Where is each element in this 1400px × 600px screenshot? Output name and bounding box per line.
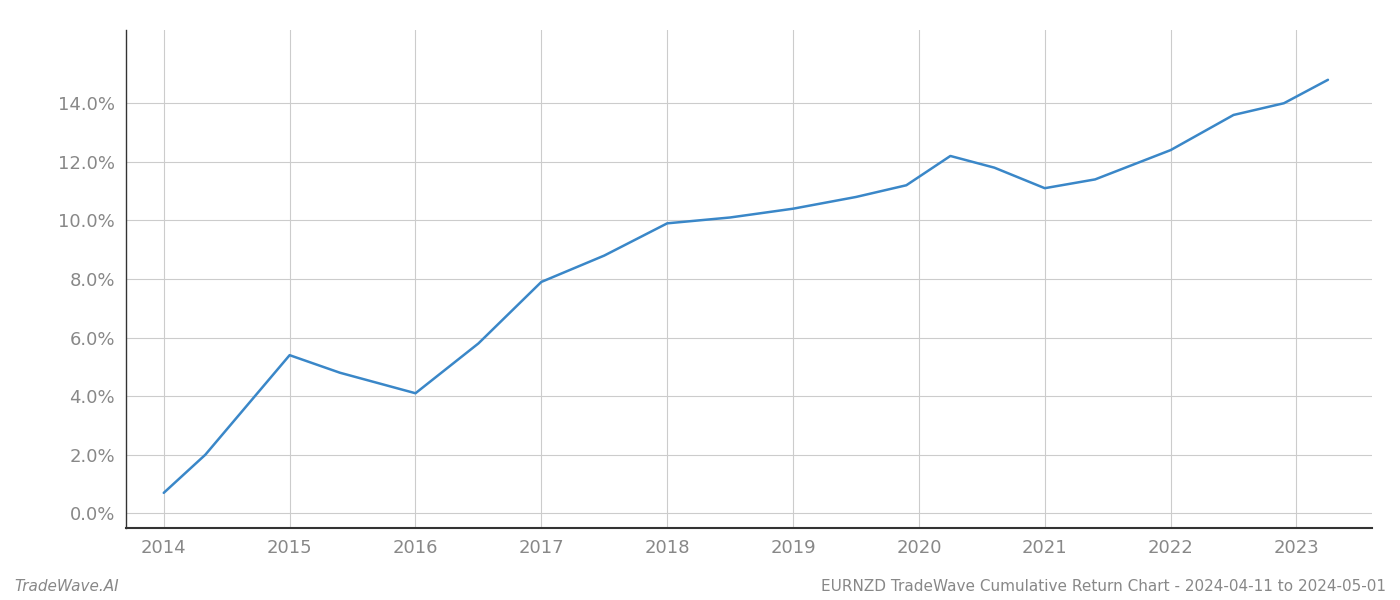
Text: EURNZD TradeWave Cumulative Return Chart - 2024-04-11 to 2024-05-01: EURNZD TradeWave Cumulative Return Chart… [820,579,1386,594]
Text: TradeWave.AI: TradeWave.AI [14,579,119,594]
